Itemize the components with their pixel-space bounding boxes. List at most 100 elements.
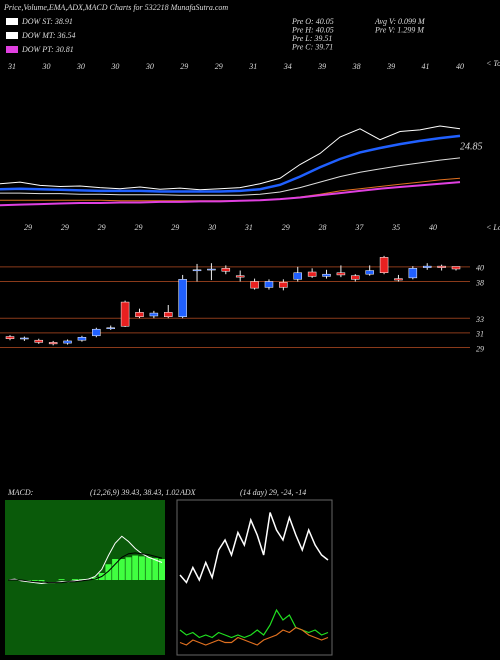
- macd-panel: [5, 500, 165, 655]
- legend-label: DOW PT: 30.81: [21, 45, 74, 54]
- low-label: 28: [319, 223, 327, 232]
- candle-body: [307, 271, 317, 277]
- legend-swatch: [6, 46, 18, 53]
- price-label: 24.85: [460, 141, 483, 152]
- y-tick-label: 33: [475, 315, 484, 324]
- low-label: 29: [61, 223, 69, 232]
- candle-body: [322, 273, 331, 277]
- top-label: 39: [386, 62, 395, 71]
- candle-body: [164, 312, 173, 317]
- candle-body: [120, 301, 130, 327]
- legend-label: DOW MT: 36.54: [21, 31, 76, 40]
- macd-histogram: [118, 559, 125, 580]
- y-tick-label: 29: [476, 344, 484, 353]
- low-label: 31: [244, 223, 253, 232]
- title: Price,Volume,EMA,ADX,MACD Charts for 532…: [3, 3, 228, 12]
- candle-body: [235, 275, 245, 278]
- low-label: 29: [171, 223, 179, 232]
- top-label: 38: [352, 62, 361, 71]
- candle-body: [20, 337, 29, 340]
- adx-line: [179, 512, 329, 584]
- candle-body: [5, 336, 15, 339]
- candle-body: [106, 327, 115, 329]
- macd-label: MACD:: [7, 488, 34, 497]
- top-label: 30: [110, 62, 119, 71]
- top-label: 39: [317, 62, 326, 71]
- candle-body: [379, 257, 389, 273]
- candle-body: [264, 281, 274, 288]
- top-label: 30: [76, 62, 85, 71]
- adx-panel: [176, 499, 333, 656]
- legend-swatch: [6, 18, 18, 25]
- macd-histogram: [58, 579, 65, 580]
- macd-histogram: [31, 580, 38, 581]
- stat: Pre O: 40.05: [291, 17, 334, 26]
- candle-body: [48, 342, 58, 345]
- macd-histogram: [145, 557, 152, 580]
- low-label: 29: [98, 223, 106, 232]
- candle-body: [422, 265, 432, 268]
- macd-params: (12,26,9) 39.43, 38.43, 1.02: [90, 488, 179, 497]
- candle-body: [207, 268, 216, 271]
- candle-body: [408, 268, 418, 279]
- tops-label: < Tops: [486, 59, 500, 68]
- low-label: 29: [282, 223, 290, 232]
- candle-body: [221, 268, 231, 272]
- top-label: 30: [41, 62, 50, 71]
- macd-histogram: [112, 559, 119, 580]
- candle-body: [293, 272, 302, 280]
- adx-params: (14 day) 29, -24, -14: [240, 488, 306, 497]
- candle-body: [178, 279, 187, 317]
- legend-swatch: [6, 32, 18, 39]
- candle-body: [279, 282, 288, 288]
- stat: Avg V: 0.099 M: [374, 17, 426, 26]
- macd-histogram: [138, 556, 145, 580]
- top-label: 31: [248, 62, 257, 71]
- low-label: 30: [207, 223, 216, 232]
- ema-line: [0, 125, 461, 191]
- macd-line: [7, 535, 163, 585]
- macd-line: [8, 552, 163, 584]
- macd-histogram: [38, 580, 45, 582]
- macd-histogram: [132, 555, 139, 580]
- candle-body: [365, 270, 374, 275]
- macd-histogram: [125, 557, 132, 580]
- y-tick-label: 38: [475, 278, 484, 287]
- candle-body: [451, 266, 461, 270]
- macd-histogram: [159, 559, 165, 580]
- ema-line: [0, 134, 461, 193]
- low-label: 29: [24, 223, 32, 232]
- candle-body: [351, 275, 360, 280]
- candle-body: [92, 328, 101, 337]
- stat: Pre H: 40.05: [291, 25, 334, 34]
- stat: Pre C: 39.71: [291, 42, 333, 51]
- low-label: 35: [391, 223, 400, 232]
- top-label: 29: [180, 62, 188, 71]
- candle-body: [77, 337, 87, 341]
- adx-line: [179, 626, 329, 646]
- top-label: 31: [7, 62, 16, 71]
- stat: Pre L: 39.51: [291, 34, 332, 43]
- adx-label: ADX: [179, 488, 197, 497]
- low-label: 37: [354, 223, 364, 232]
- macd-histogram: [71, 579, 78, 580]
- candle-body: [250, 281, 259, 289]
- candle-body: [437, 265, 446, 268]
- top-label: 29: [215, 62, 223, 71]
- top-label: 34: [283, 62, 292, 71]
- top-label: 40: [456, 62, 464, 71]
- candle-body: [149, 312, 159, 317]
- lows-label: < Lows: [486, 223, 500, 232]
- legend-label: DOW ST: 38.91: [21, 17, 73, 26]
- candle-body: [34, 339, 44, 343]
- ema-line: [0, 157, 461, 196]
- low-label: 40: [429, 223, 437, 232]
- candle-body: [394, 278, 403, 281]
- macd-histogram: [105, 564, 112, 580]
- candle-body: [192, 269, 202, 272]
- candle-body: [135, 312, 144, 317]
- top-label: 41: [422, 62, 430, 71]
- top-label: 30: [145, 62, 154, 71]
- ema-line: [0, 181, 461, 207]
